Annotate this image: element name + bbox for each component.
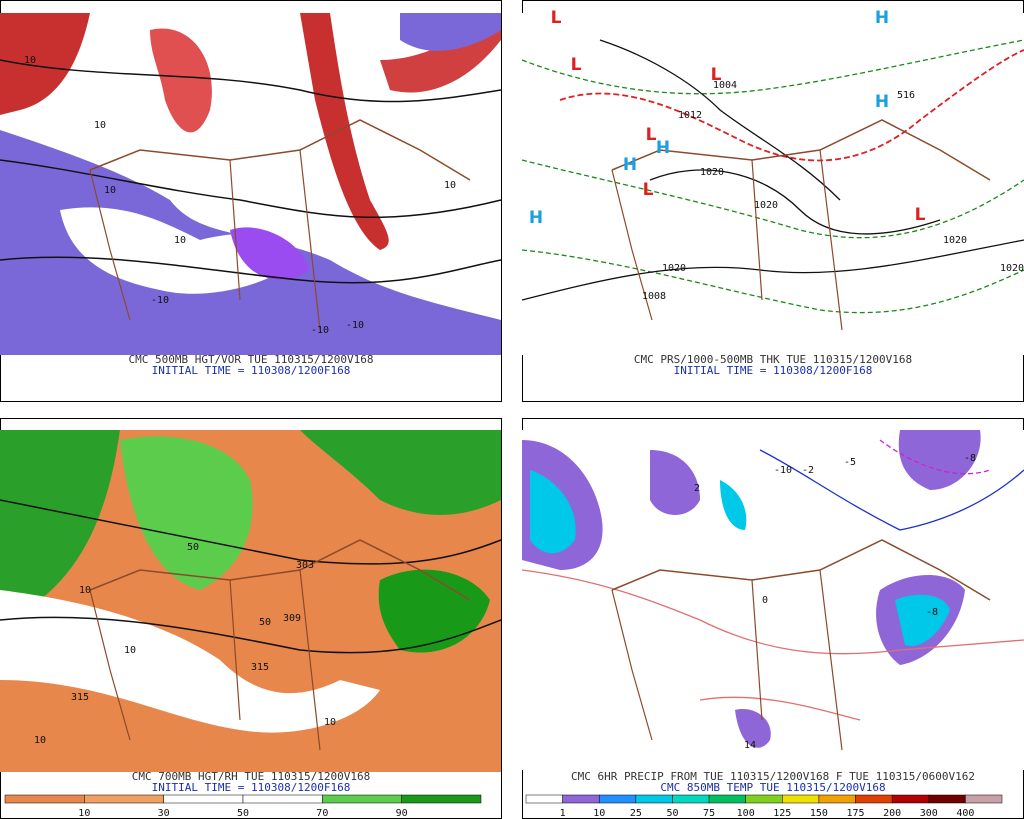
colorbar-label: 70	[316, 808, 328, 819]
map-precip	[521, 430, 1024, 770]
pressure-center: H	[623, 155, 637, 175]
colorbar-label: 25	[630, 808, 642, 819]
pressure-center: H	[875, 92, 889, 112]
colorbar-swatch	[928, 794, 966, 804]
colorbar-swatch	[965, 794, 1003, 804]
colorbar-swatch	[242, 794, 323, 804]
colorbar-label: 75	[703, 808, 715, 819]
contour-label: 10	[124, 645, 136, 656]
colorbar-swatch	[818, 794, 856, 804]
contour-label: 0	[762, 595, 768, 606]
pressure-center: H	[529, 208, 543, 228]
caption: CMC 850MB TEMP TUE 110315/1200V168	[660, 781, 885, 794]
caption: CMC 500MB HGT/VOR TUE 110315/1200V168	[128, 353, 373, 366]
colorbar-swatch	[163, 794, 244, 804]
colorbar-swatch	[782, 794, 820, 804]
contour-label: 315	[251, 662, 269, 673]
colorbar-label: 1	[560, 808, 566, 819]
contour-label: 10	[174, 235, 186, 246]
contour-label: -8	[964, 453, 976, 464]
colorbar-label: 100	[737, 808, 755, 819]
caption: CMC 700MB HGT/RH TUE 110315/1200V168	[132, 770, 370, 783]
pressure-center: L	[711, 65, 722, 85]
caption: INITIAL TIME = 110308/1200F168	[152, 364, 351, 377]
colorbar-swatch	[525, 794, 563, 804]
contour-label: 14	[744, 740, 756, 751]
colorbar-swatch	[84, 794, 164, 804]
colorbar-label: 200	[883, 808, 901, 819]
map-500mb	[0, 13, 502, 355]
colorbar-label: 300	[920, 808, 938, 819]
pressure-center: H	[656, 138, 670, 158]
pressure-center: L	[643, 180, 654, 200]
contour-label: -10	[774, 465, 792, 476]
map-700mb	[0, 430, 502, 772]
caption: INITIAL TIME = 110308/1200F168	[674, 364, 873, 377]
colorbar-label: 400	[956, 808, 974, 819]
contour-label: -10	[346, 320, 364, 331]
colorbar-swatch	[672, 794, 710, 804]
contour-label: 1020	[754, 200, 778, 211]
contour-label: 10	[24, 55, 36, 66]
caption: CMC 6HR PRECIP FROM TUE 110315/1200V168 …	[571, 770, 975, 783]
contour-label: 10	[444, 180, 456, 191]
colorbar-swatch	[322, 794, 402, 804]
colorbar-label: 175	[847, 808, 865, 819]
contour-label: 1004	[713, 80, 737, 91]
contour-label: -8	[926, 607, 938, 618]
colorbar-label: 10	[78, 808, 90, 819]
colorbar-swatch	[891, 794, 930, 804]
colorbar-label: 10	[593, 808, 605, 819]
colorbar-swatch	[562, 794, 600, 804]
contour-label: -10	[151, 295, 169, 306]
colorbar-label: 30	[158, 808, 170, 819]
contour-label: 10	[34, 735, 46, 746]
contour-label: 1012	[678, 110, 702, 121]
pressure-center: H	[875, 8, 889, 28]
colorbar-label: 90	[396, 808, 408, 819]
contour-label: 1020	[943, 235, 967, 246]
map-mslp	[521, 13, 1024, 355]
contour-label: 10	[94, 120, 106, 131]
colorbar-swatch	[708, 794, 746, 804]
contour-label: 309	[283, 613, 301, 624]
contour-label: 315	[71, 692, 89, 703]
colorbar-swatch	[745, 794, 783, 804]
contour-label: -10	[311, 325, 329, 336]
contour-label: 1020	[1000, 263, 1024, 274]
contour-label: 10	[79, 585, 91, 596]
pressure-center: L	[915, 205, 926, 225]
contour-label: 1008	[642, 291, 666, 302]
colorbar-label: 50	[237, 808, 249, 819]
contour-label: 303	[296, 560, 314, 571]
colorbar-label: 125	[773, 808, 791, 819]
contour-label: -5	[844, 457, 856, 468]
contour-label: 1020	[700, 167, 724, 178]
pressure-center: L	[646, 125, 657, 145]
contour-label: 50	[187, 542, 199, 553]
colorbar-label: 50	[666, 808, 678, 819]
colorbar-label: 150	[810, 808, 828, 819]
contour-label: 516	[897, 90, 915, 101]
caption: CMC PRS/1000-500MB THK TUE 110315/1200V1…	[634, 353, 912, 366]
contour-label: 1020	[662, 263, 686, 274]
colorbar-swatch	[598, 794, 637, 804]
contour-label: -2	[802, 465, 814, 476]
contour-label: 10	[324, 717, 336, 728]
pressure-center: L	[571, 55, 582, 75]
contour-label: 50	[259, 617, 271, 628]
colorbar-swatch	[4, 794, 85, 804]
contour-label: 10	[104, 185, 116, 196]
colorbar-swatch	[855, 794, 893, 804]
colorbar-swatch	[635, 794, 673, 804]
contour-label: 2	[694, 483, 700, 494]
colorbar-swatch	[401, 794, 482, 804]
caption: INITIAL TIME = 110308/1200F168	[152, 781, 351, 794]
pressure-center: L	[551, 8, 562, 28]
